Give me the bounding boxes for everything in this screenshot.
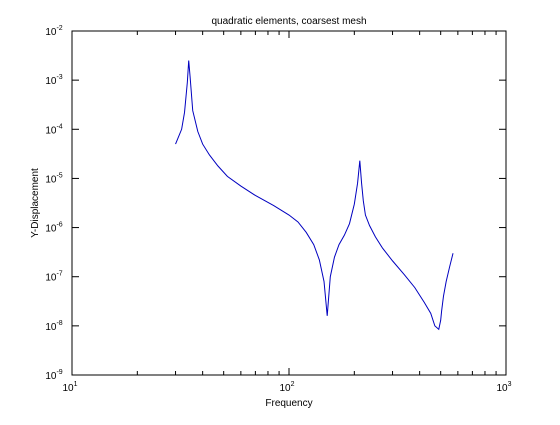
x-tick-label: 102: [279, 381, 294, 394]
y-tick-label: 10-3: [45, 74, 62, 87]
x-tick-label: 101: [62, 381, 77, 394]
x-tick-label: 103: [496, 381, 511, 394]
y-tick-label: 10-2: [45, 25, 62, 38]
y-axis-label: Y-Displacement: [30, 168, 41, 238]
y-tick-label: 10-9: [45, 369, 62, 382]
y-tick-label: 10-6: [45, 222, 62, 235]
x-axis-label: Frequency: [265, 398, 312, 409]
y-tick-label: 10-7: [45, 271, 62, 284]
y-tick-label: 10-4: [45, 123, 62, 136]
axis-tick-labels: 101 102 103 10-9 10-8 10-7 10-6 10-5 10-4 10-3 10-…: [45, 25, 511, 394]
axes-background: [72, 31, 506, 375]
series-line: [175, 60, 454, 331]
y-tick-label: 10-8: [45, 320, 62, 333]
chart-title: quadratic elements, coarsest mesh: [211, 16, 366, 27]
y-tick-label: 10-5: [45, 172, 62, 185]
axes-frame: [71, 30, 507, 376]
